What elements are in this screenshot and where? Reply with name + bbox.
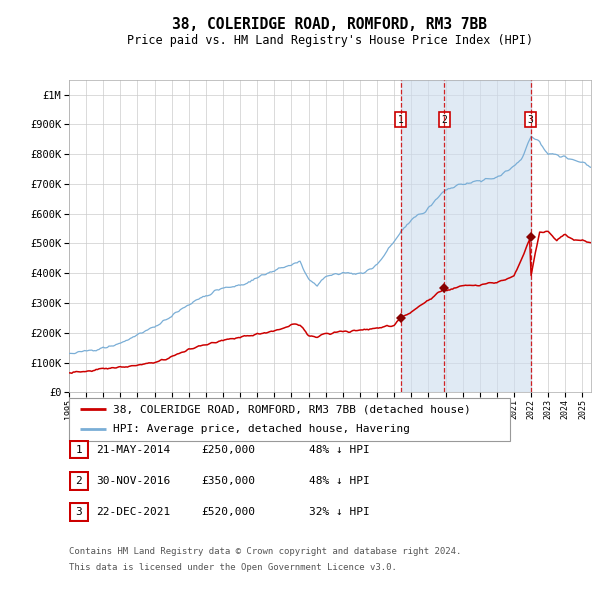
Text: Price paid vs. HM Land Registry's House Price Index (HPI): Price paid vs. HM Land Registry's House … xyxy=(127,34,533,47)
Text: 48% ↓ HPI: 48% ↓ HPI xyxy=(309,476,370,486)
Bar xyxy=(401,80,530,392)
Text: £520,000: £520,000 xyxy=(201,507,255,517)
Text: 2: 2 xyxy=(441,115,447,125)
Text: 30-NOV-2016: 30-NOV-2016 xyxy=(96,476,170,486)
Text: 3: 3 xyxy=(76,507,82,517)
Text: This data is licensed under the Open Government Licence v3.0.: This data is licensed under the Open Gov… xyxy=(69,563,397,572)
Text: 1: 1 xyxy=(398,115,404,125)
Text: 2: 2 xyxy=(76,476,82,486)
Text: 48% ↓ HPI: 48% ↓ HPI xyxy=(309,445,370,454)
Text: 3: 3 xyxy=(527,115,533,125)
Text: £250,000: £250,000 xyxy=(201,445,255,454)
Text: £350,000: £350,000 xyxy=(201,476,255,486)
Text: HPI: Average price, detached house, Havering: HPI: Average price, detached house, Have… xyxy=(113,424,410,434)
Text: 38, COLERIDGE ROAD, ROMFORD, RM3 7BB (detached house): 38, COLERIDGE ROAD, ROMFORD, RM3 7BB (de… xyxy=(113,404,471,414)
Text: 38, COLERIDGE ROAD, ROMFORD, RM3 7BB: 38, COLERIDGE ROAD, ROMFORD, RM3 7BB xyxy=(173,17,487,31)
Text: Contains HM Land Registry data © Crown copyright and database right 2024.: Contains HM Land Registry data © Crown c… xyxy=(69,547,461,556)
Text: 22-DEC-2021: 22-DEC-2021 xyxy=(96,507,170,517)
Text: 21-MAY-2014: 21-MAY-2014 xyxy=(96,445,170,454)
Text: 1: 1 xyxy=(76,445,82,454)
Text: 32% ↓ HPI: 32% ↓ HPI xyxy=(309,507,370,517)
